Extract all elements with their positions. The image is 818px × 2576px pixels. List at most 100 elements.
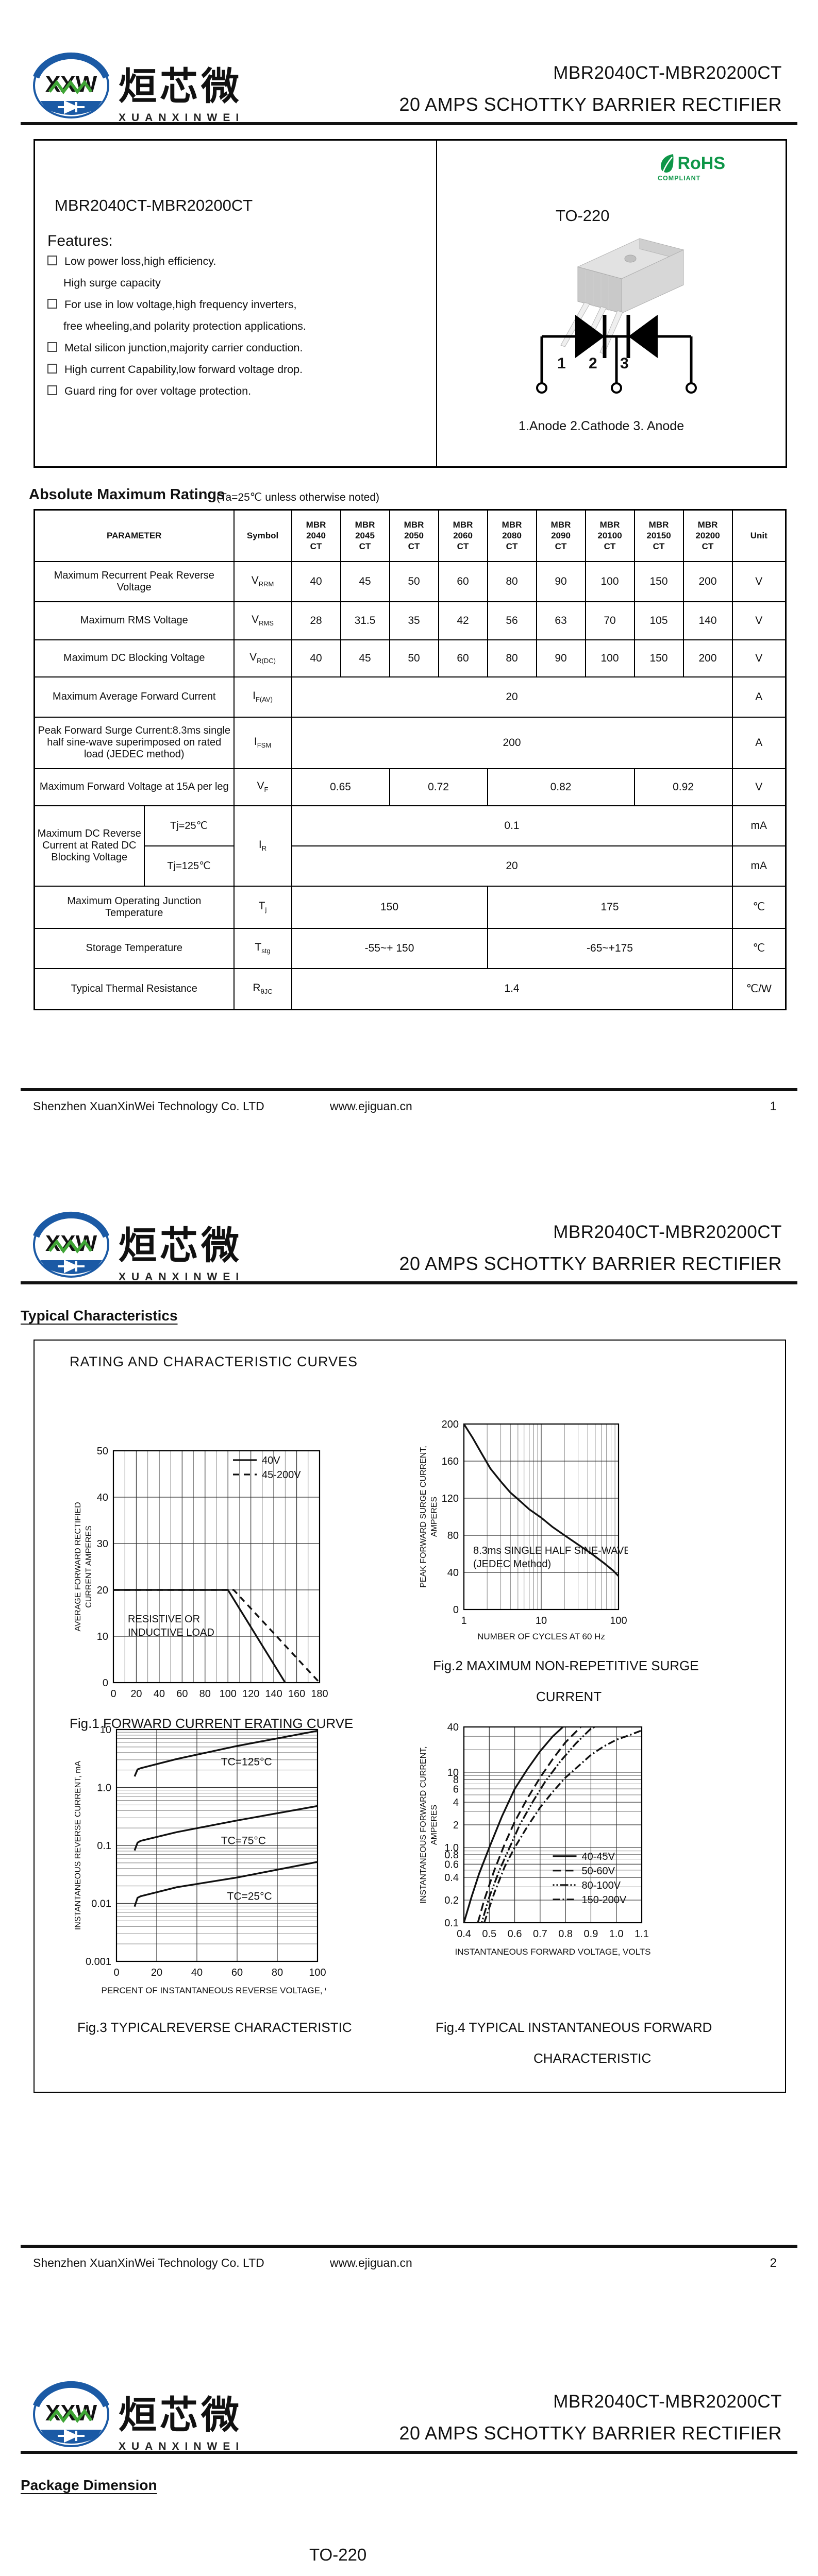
svg-text:0: 0 xyxy=(113,1967,119,1978)
checkbox-icon xyxy=(47,256,57,265)
fig2-caption-line2: CURRENT xyxy=(536,1689,602,1704)
amr-row-vf: Maximum Forward Voltage at 15A per leg V… xyxy=(34,768,787,806)
svg-text:0.001: 0.001 xyxy=(86,1956,111,1968)
doc-title-part-range: MBR2040CT-MBR20200CT xyxy=(553,1222,782,1242)
footer-rule xyxy=(21,2245,797,2248)
svg-text:(JEDEC Method): (JEDEC Method) xyxy=(473,1558,551,1570)
svg-text:1: 1 xyxy=(461,1615,466,1626)
col-model: MBR 20100 CT xyxy=(585,509,635,562)
summary-box: MBR2040CT-MBR20200CT Features: Low power… xyxy=(34,139,787,468)
svg-text:40: 40 xyxy=(97,1492,108,1503)
pinout-label: 1.Anode 2.Cathode 3. Anode xyxy=(519,419,685,433)
svg-text:0.2: 0.2 xyxy=(444,1895,459,1906)
checkbox-icon xyxy=(47,385,57,395)
fig4-caption-line2: CHARACTERISTIC xyxy=(533,2050,652,2066)
doc-title-description: 20 AMPS SCHOTTKY BARRIER RECTIFIER xyxy=(399,94,782,115)
svg-text:PERCENT OF INSTANTANEOUS REVER: PERCENT OF INSTANTANEOUS REVERSE VOLTAGE… xyxy=(101,1986,326,1995)
svg-text:INDUCTIVE LOAD: INDUCTIVE LOAD xyxy=(128,1627,214,1638)
amr-row-tj: Maximum Operating Junction Temperature T… xyxy=(34,885,787,929)
part-range-label: MBR2040CT-MBR20200CT xyxy=(55,196,253,214)
svg-text:NUMBER OF CYCLES AT 60 Hz: NUMBER OF CYCLES AT 60 Hz xyxy=(477,1632,605,1641)
svg-text:80-100V: 80-100V xyxy=(582,1880,621,1891)
fig1-chart: 0 20 40 60 80 100 120 140 160 180 0 10 20 30 40 50 40V 45… xyxy=(72,1443,328,1709)
amr-row-tstg: Storage Temperature Tstg -55~+ 150 -65~+… xyxy=(34,927,787,969)
amr-row-ir-25: Maximum DC Reverse Current at Rated DC B… xyxy=(34,805,787,887)
doc-title-description: 20 AMPS SCHOTTKY BARRIER RECTIFIER xyxy=(399,2422,782,2444)
feature-item: For use in low voltage,high frequency in… xyxy=(47,298,297,311)
amr-row-vrrm: Maximum Recurrent Peak Reverse Voltage V… xyxy=(34,561,787,602)
svg-text:0.1: 0.1 xyxy=(97,1840,111,1852)
fig1-caption: Fig.1 FORWARD CURRENT ERATING CURVE xyxy=(70,1716,354,1731)
svg-text:4: 4 xyxy=(453,1797,459,1808)
svg-text:0.1: 0.1 xyxy=(444,1918,459,1929)
summary-box-divider xyxy=(436,141,437,466)
company-logo: XXW 烜芯微 XUANXINWEI xyxy=(31,2380,247,2452)
svg-text:0: 0 xyxy=(453,1604,459,1616)
header-rule xyxy=(21,122,797,125)
fig3-caption: Fig.3 TYPICALREVERSE CHARACTERISTIC xyxy=(77,2020,352,2035)
doc-title-part-range: MBR2040CT-MBR20200CT xyxy=(553,63,782,83)
diode-schematic xyxy=(513,306,720,411)
logo-chinese-name: 烜芯微 xyxy=(119,2393,242,2437)
amr-row-vdc: Maximum DC Blocking Voltage VR(DC) 40 45 5… xyxy=(34,639,787,677)
features-title: Features: xyxy=(47,232,113,249)
svg-text:180: 180 xyxy=(311,1688,328,1700)
fig3-chart: 0 20 40 60 80 100 10 1.0 0.1 0.01 0.001 TC=125°C TC=… xyxy=(72,1723,333,2003)
fig2-caption-line1: Fig.2 MAXIMUM NON-REPETITIVE SURGE xyxy=(433,1658,699,1673)
svg-text:AVERAGE FORWARD RECTIFIED: AVERAGE FORWARD RECTIFIED xyxy=(74,1502,82,1631)
col-model: MBR 2080 CT xyxy=(487,509,537,562)
svg-text:RESISTIVE OR: RESISTIVE OR xyxy=(128,1614,200,1625)
svg-text:0.6: 0.6 xyxy=(508,1928,522,1940)
col-model: MBR 20200 CT xyxy=(682,509,733,562)
svg-text:80: 80 xyxy=(447,1530,459,1541)
svg-text:0.9: 0.9 xyxy=(584,1928,598,1940)
svg-text:120: 120 xyxy=(442,1493,459,1504)
company-logo: XXW 烜芯微 XUANXINWEI xyxy=(31,52,247,124)
package-dimension-title: Package Dimension xyxy=(21,2477,157,2493)
amr-header-row: PARAMETER Symbol MBR 2040 CT MBR 2045 CT MBR… xyxy=(34,509,787,562)
rohs-label: RoHS xyxy=(677,153,726,173)
svg-text:PEAK FORWARD SURGE CURRENT,: PEAK FORWARD SURGE CURRENT, xyxy=(419,1446,428,1588)
svg-text:0.7: 0.7 xyxy=(533,1928,547,1940)
svg-text:TC=75°C: TC=75°C xyxy=(221,1835,266,1847)
svg-text:TC=25°C: TC=25°C xyxy=(227,1891,272,1903)
checkbox-icon xyxy=(47,364,57,374)
header-rule xyxy=(21,2451,797,2454)
svg-text:1.0: 1.0 xyxy=(444,1842,459,1854)
amr-row-vrms: Maximum RMS Voltage VRMS 28 31.5 35 42 56 63 7… xyxy=(34,601,787,640)
col-model: MBR 2060 CT xyxy=(438,509,488,562)
svg-text:60: 60 xyxy=(176,1688,188,1700)
amr-row-ifav: Maximum Average Forward Current IF(AV) 2… xyxy=(34,676,787,718)
package-name: TO-220 xyxy=(309,2545,367,2564)
svg-text:0.6: 0.6 xyxy=(444,1859,459,1870)
svg-text:TC=125°C: TC=125°C xyxy=(221,1756,272,1768)
svg-text:45-200V: 45-200V xyxy=(262,1469,301,1481)
svg-text:40: 40 xyxy=(447,1567,459,1579)
fig4-chart: 0.4 0.5 0.6 0.7 0.8 0.9 1.0 1.1 40 10 8 6 4 2 1.0 0.8 0.… xyxy=(418,1721,652,1964)
amr-title: Absolute Maximum Ratings xyxy=(29,486,225,503)
col-model: MBR 2045 CT xyxy=(340,509,390,562)
svg-text:140: 140 xyxy=(265,1688,282,1700)
footer-company: Shenzhen XuanXinWei Technology Co. LTD xyxy=(33,2256,264,2269)
amr-row-rth: Typical Thermal Resistance RθJC 1.4 ℃/W xyxy=(34,968,787,1010)
svg-text:CURRENT AMPERES: CURRENT AMPERES xyxy=(85,1526,93,1608)
footer-website: www.ejiguan.cn xyxy=(330,1099,412,1113)
svg-text:0.4: 0.4 xyxy=(444,1872,459,1884)
feature-item: Low power loss,high efficiency. xyxy=(47,255,216,268)
svg-text:80: 80 xyxy=(272,1967,283,1978)
svg-text:2: 2 xyxy=(453,1820,459,1831)
logo-latin-name: XUANXINWEI xyxy=(119,2441,245,2452)
svg-text:0.8: 0.8 xyxy=(558,1928,573,1940)
svg-text:160: 160 xyxy=(288,1688,305,1700)
package-3d-image: 1 2 3 xyxy=(529,218,699,375)
logo-chinese-name: 烜芯微 xyxy=(119,1224,242,1268)
footer-company: Shenzhen XuanXinWei Technology Co. LTD xyxy=(33,1099,264,1113)
svg-text:20: 20 xyxy=(130,1688,142,1700)
checkbox-icon xyxy=(47,299,57,309)
svg-text:0: 0 xyxy=(103,1677,108,1689)
amr-note: (Ta=25℃ unless otherwise noted) xyxy=(216,492,380,503)
svg-text:60: 60 xyxy=(231,1967,243,1978)
svg-text:30: 30 xyxy=(97,1538,108,1550)
fig4-caption-line1: Fig.4 TYPICAL INSTANTANEOUS FORWARD xyxy=(436,2020,712,2035)
svg-text:1.0: 1.0 xyxy=(609,1928,624,1940)
